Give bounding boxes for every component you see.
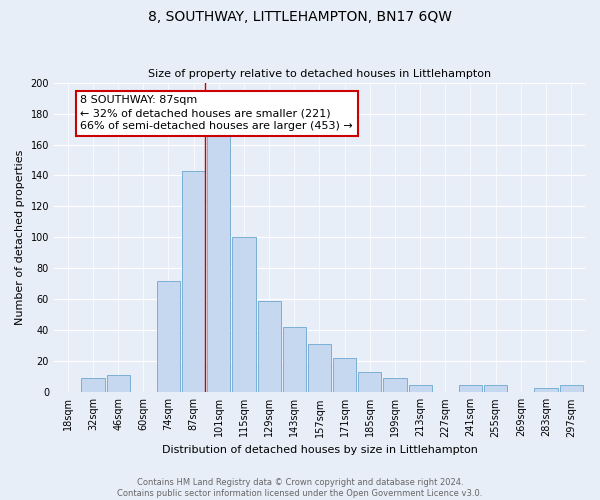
X-axis label: Distribution of detached houses by size in Littlehampton: Distribution of detached houses by size …	[161, 445, 478, 455]
Bar	[107, 376, 130, 392]
Bar	[232, 238, 256, 392]
Bar	[560, 384, 583, 392]
Title: Size of property relative to detached houses in Littlehampton: Size of property relative to detached ho…	[148, 69, 491, 79]
Bar	[283, 328, 306, 392]
Bar	[484, 384, 507, 392]
Text: Contains HM Land Registry data © Crown copyright and database right 2024.
Contai: Contains HM Land Registry data © Crown c…	[118, 478, 482, 498]
Text: 8, SOUTHWAY, LITTLEHAMPTON, BN17 6QW: 8, SOUTHWAY, LITTLEHAMPTON, BN17 6QW	[148, 10, 452, 24]
Bar	[308, 344, 331, 393]
Bar	[459, 384, 482, 392]
Bar	[535, 388, 557, 392]
Y-axis label: Number of detached properties: Number of detached properties	[15, 150, 25, 325]
Bar	[182, 171, 205, 392]
Text: 8 SOUTHWAY: 87sqm
← 32% of detached houses are smaller (221)
66% of semi-detache: 8 SOUTHWAY: 87sqm ← 32% of detached hous…	[80, 95, 353, 132]
Bar	[358, 372, 382, 392]
Bar	[333, 358, 356, 392]
Bar	[409, 384, 432, 392]
Bar	[383, 378, 407, 392]
Bar	[207, 129, 230, 392]
Bar	[157, 281, 180, 392]
Bar	[257, 301, 281, 392]
Bar	[82, 378, 104, 392]
